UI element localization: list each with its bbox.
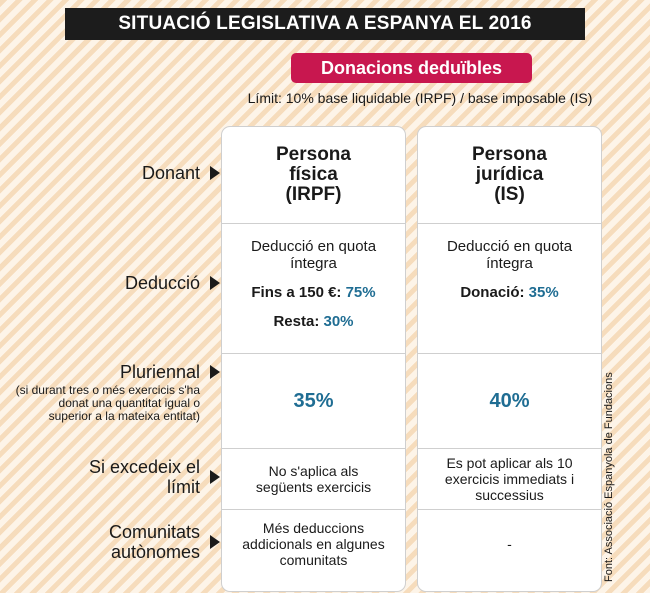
column-header-line: física	[289, 164, 338, 185]
divider	[222, 353, 405, 354]
divider	[418, 448, 601, 449]
pluriennal-value: 35%	[293, 389, 334, 412]
row-label-comunitats-text: Comunitats autònomes	[108, 522, 200, 562]
excedeix-text: No s'aplica als següents exercicis	[255, 463, 372, 495]
deduccio-line-value: 35%	[528, 284, 559, 301]
excedeix-cell: No s'aplica als següents exercicis	[222, 449, 405, 509]
arrow-right-icon	[210, 535, 220, 549]
arrow-right-icon	[210, 166, 220, 180]
comunitats-text: -	[507, 536, 512, 552]
deduccio-line-label: Fins a 150 €:	[251, 284, 342, 301]
row-label-deduccio: Deducció	[125, 272, 220, 294]
deduccio-line-value: 75%	[345, 284, 376, 301]
row-label-donant-text: Donant	[141, 163, 200, 183]
deduccio-line: Fins a 150 €: 75%	[251, 284, 375, 301]
row-label-pluriennal: Pluriennal (si durant tres o més exercic…	[15, 362, 220, 423]
page-title: SITUACIÓ LEGISLATIVA A ESPANYA EL 2016	[118, 13, 532, 34]
pluriennal-cell: 40%	[418, 354, 601, 448]
deduccio-line-label: Resta:	[273, 313, 320, 330]
row-label-donant: Donant	[142, 162, 220, 184]
row-label-pluriennal-text: Pluriennal	[119, 362, 200, 382]
excedeix-text: Es pot aplicar als 10 exercicis immediat…	[444, 455, 575, 503]
deduccio-cell: Deducció en quota íntegra Fins a 150 €: …	[222, 224, 405, 366]
row-label-excedeix: Si excedeix el límit	[80, 455, 220, 499]
deduccio-line-value: 30%	[323, 313, 354, 330]
divider	[418, 223, 601, 224]
row-label-deduccio-text: Deducció	[124, 273, 200, 293]
column-persona-juridica: Persona jurídica (IS) Deducció en quota …	[417, 126, 602, 592]
divider	[418, 353, 601, 354]
column-header: Persona física (IRPF)	[222, 127, 405, 223]
row-label-pluriennal-block: Pluriennal (si durant tres o més exercic…	[15, 362, 200, 423]
deduccio-cell: Deducció en quota íntegra Donació: 35%	[418, 224, 601, 366]
column-persona-fisica: Persona física (IRPF) Deducció en quota …	[221, 126, 406, 592]
row-label-comunitats: Comunitats autònomes	[80, 520, 220, 564]
pluriennal-value: 40%	[489, 389, 530, 412]
divider	[222, 223, 405, 224]
column-header: Persona jurídica (IS)	[418, 127, 601, 223]
title-bar: SITUACIÓ LEGISLATIVA A ESPANYA EL 2016	[65, 8, 585, 40]
arrow-right-icon	[210, 276, 220, 290]
column-header-line: Persona	[472, 144, 547, 165]
excedeix-cell: Es pot aplicar als 10 exercicis immediat…	[418, 449, 601, 509]
subtitle-text: Donacions deduïbles	[320, 57, 503, 78]
comunitats-text: Més deduccions addicionals en algunes co…	[242, 520, 385, 568]
column-header-line: Persona	[276, 144, 351, 165]
limit-note: Límit: 10% base liquidable (IRPF) / base…	[247, 90, 593, 106]
subtitle-badge: Donacions deduïbles	[291, 53, 532, 83]
comunitats-cell: Més deduccions addicionals en algunes co…	[222, 510, 405, 578]
arrow-right-icon	[210, 365, 220, 379]
divider	[222, 448, 405, 449]
deduccio-line-label: Donació:	[460, 284, 525, 301]
deduccio-text: Deducció en quota íntegra	[250, 238, 377, 272]
comunitats-cell: -	[418, 510, 601, 578]
deduccio-text: Deducció en quota íntegra	[446, 238, 573, 272]
deduccio-line: Resta: 30%	[273, 313, 353, 330]
row-label-pluriennal-note: (si durant tres o més exercicis s'ha don…	[15, 383, 200, 423]
column-header-line: jurídica	[475, 164, 544, 185]
divider	[222, 509, 405, 510]
arrow-right-icon	[210, 470, 220, 484]
column-header-line: (IRPF)	[285, 184, 342, 205]
pluriennal-cell: 35%	[222, 354, 405, 448]
row-label-excedeix-text: Si excedeix el límit	[88, 457, 200, 497]
column-header-line: (IS)	[494, 184, 525, 205]
deduccio-line: Donació: 35%	[460, 284, 558, 301]
divider	[418, 509, 601, 510]
source-credit: Font: Associació Espanyola de Fundacions	[603, 372, 615, 582]
